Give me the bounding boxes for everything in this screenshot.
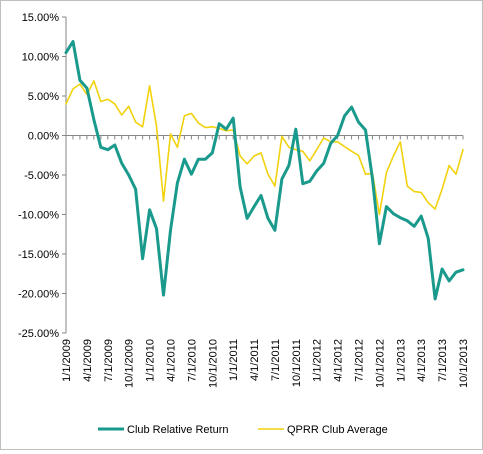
x-tick-label: 4/1/2009 [82, 339, 94, 382]
x-tick-label: 1/1/2013 [395, 339, 407, 382]
y-tick-label: 5.00% [28, 91, 59, 103]
series-line-club-relative-return [64, 40, 465, 301]
x-tick-label: 10/1/2009 [124, 339, 136, 388]
legend-label-club-relative-return: Club Relative Return [127, 424, 229, 436]
series-lines [64, 40, 465, 301]
x-tick-label: 4/1/2013 [416, 339, 428, 382]
legend: Club Relative Return QPRR Club Average [98, 424, 388, 436]
y-tick-label: 15.00% [22, 12, 60, 24]
x-tick-label: 7/1/2011 [270, 339, 282, 381]
legend-label-qprr-club-average: QPRR Club Average [287, 424, 388, 436]
x-tick-label: 1/1/2012 [312, 339, 324, 382]
x-tick-label: 7/1/2009 [103, 339, 115, 382]
y-axis-tick-labels: 15.00% 10.00% 5.00% 0.00% -5.00% -10.00% -15.0… [18, 12, 59, 340]
x-tick-label: 1/1/2009 [61, 339, 73, 382]
x-tick-label: 10/1/2012 [374, 339, 386, 388]
x-tick-label: 10/1/2010 [207, 339, 219, 388]
x-tick-label: 7/1/2013 [437, 339, 449, 382]
y-tick-label: -10.00% [18, 210, 59, 222]
y-tick-label: -5.00% [24, 170, 59, 182]
y-tick-label: 0.00% [28, 131, 59, 143]
x-tick-label: 7/1/2010 [186, 339, 198, 382]
x-tick-label: 7/1/2012 [354, 339, 366, 382]
x-tick-label: 10/1/2013 [458, 339, 470, 388]
x-tick-label: 4/1/2011 [249, 339, 261, 381]
x-axis-tick-labels: 1/1/2009 4/1/2009 7/1/2009 10/1/2009 1/1/201… [61, 339, 470, 388]
x-tick-label: 1/1/2011 [228, 339, 240, 381]
axis-layer [62, 16, 464, 334]
series-line-qprr-club-average [65, 80, 464, 216]
x-tick-label: 4/1/2012 [333, 339, 345, 382]
y-tick-label: -15.00% [18, 249, 59, 261]
x-tick-label: 1/1/2010 [145, 339, 157, 382]
y-tick-label: -20.00% [18, 289, 59, 301]
y-tick-label: -25.00% [18, 328, 59, 340]
x-tick-label: 4/1/2010 [165, 339, 177, 382]
x-tick-label: 10/1/2011 [291, 339, 303, 387]
y-tick-label: 10.00% [22, 52, 60, 64]
